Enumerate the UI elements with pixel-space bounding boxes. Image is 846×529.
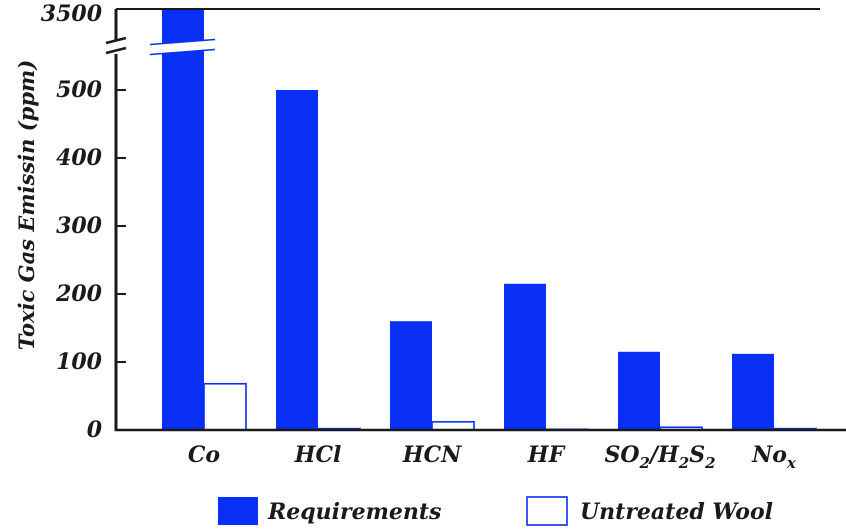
y-tick-label-100: 100 [56,349,103,375]
bar-break-mark [149,39,216,55]
y-ticks-layer: 0 100 200 300 400 500 3500 [41,1,126,443]
legend-item-requirements: Requirements [218,497,441,525]
legend-item-untreated-wool: Untreated Wool [526,496,773,526]
bar-requirements-nox [732,353,774,430]
y-tick-label-300: 300 [56,213,103,239]
bar-break-lines [149,38,216,56]
x-label-hf: HF [527,442,566,468]
y-tick-label-0: 0 [87,417,103,443]
axes-layer [105,8,846,432]
y-tick-label-400: 400 [56,145,103,171]
x-label-co: Co [188,442,220,468]
y-tick-label-500: 500 [56,77,103,103]
legend-label-requirements: Requirements [267,499,441,525]
y-tick-label-200: 200 [55,281,103,307]
legend-swatch-untreated-wool [526,496,568,526]
y-tick-label-3500: 3500 [41,1,103,27]
bar-requirements-hcn [390,321,432,430]
x-labels-layer: Co HCl HCN HF SO2/H2S2 Nox [188,442,797,472]
bar-requirements-hcl [276,90,318,430]
x-label-hcl: HCl [294,442,342,468]
bar-untreated-wool-co [203,382,247,431]
y-axis-break-mark [105,36,127,55]
x-label-hcn: HCN [402,442,462,468]
x-label-so2-h2s2: SO2/H2S2 [604,442,715,472]
bar-requirements-co [162,9,204,430]
legend: Requirements Untreated Wool [218,496,773,526]
y-axis-title: Toxic Gas Emissin (ppm) [14,60,39,350]
bar-requirements-hf [504,283,546,430]
legend-label-untreated-wool: Untreated Wool [580,499,773,525]
bars-layer [162,9,817,431]
x-label-nox: Nox [751,442,797,472]
bar-requirements-so2-h2s2 [618,351,660,430]
legend-swatch-requirements [218,497,258,525]
